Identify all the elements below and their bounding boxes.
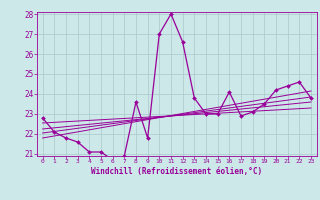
X-axis label: Windchill (Refroidissement éolien,°C): Windchill (Refroidissement éolien,°C) [91, 167, 262, 176]
